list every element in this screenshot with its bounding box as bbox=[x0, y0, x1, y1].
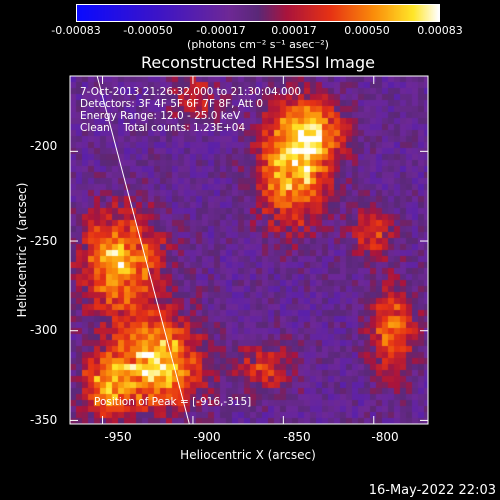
chart-title: Reconstructed RHESSI Image bbox=[141, 53, 375, 72]
x-tick-label: -800 bbox=[371, 430, 399, 444]
colorbar-unit: (photons cm⁻² s⁻¹ asec⁻²) bbox=[187, 38, 329, 51]
info-observation-time: 7-Oct-2013 21:26:32.000 to 21:30:04.000 bbox=[80, 86, 302, 98]
x-tick-label: -950 bbox=[104, 430, 132, 444]
timestamp: 16-May-2022 22:03 bbox=[368, 483, 496, 498]
y-tick-label: -350 bbox=[30, 413, 58, 427]
x-axis-label: Heliocentric X (arcsec) bbox=[180, 448, 316, 462]
y-axis-label: Heliocentric Y (arcsec) bbox=[15, 182, 29, 318]
peak-position-label: Position of Peak = [-916,-315] bbox=[94, 396, 252, 408]
heatmap-image bbox=[70, 76, 428, 424]
colorbar-tick: 0.00017 bbox=[271, 24, 317, 37]
plot-frame bbox=[69, 75, 429, 425]
colorbar-tick: -0.00050 bbox=[123, 24, 173, 37]
colorbar-tick: -0.00083 bbox=[51, 24, 101, 37]
y-tick-label: -250 bbox=[30, 234, 58, 248]
info-total-counts: Clean Total counts: 1.23E+04 bbox=[80, 122, 246, 134]
info-energy-range: Energy Range: 12.0 - 25.0 keV bbox=[80, 110, 241, 122]
solar-limb-line bbox=[96, 75, 190, 425]
y-tick-label: -200 bbox=[30, 139, 58, 153]
y-tick-label: -300 bbox=[30, 323, 58, 337]
colorbar-tick: 0.00050 bbox=[344, 24, 390, 37]
colorbar-tick: 0.00083 bbox=[417, 24, 463, 37]
info-detectors: Detectors: 3F 4F 5F 6F 7F 8F, Att 0 bbox=[80, 98, 264, 110]
colorbar bbox=[76, 4, 440, 22]
x-tick-label: -850 bbox=[283, 430, 311, 444]
colorbar-tick: -0.00017 bbox=[196, 24, 246, 37]
x-tick-label: -900 bbox=[193, 430, 221, 444]
